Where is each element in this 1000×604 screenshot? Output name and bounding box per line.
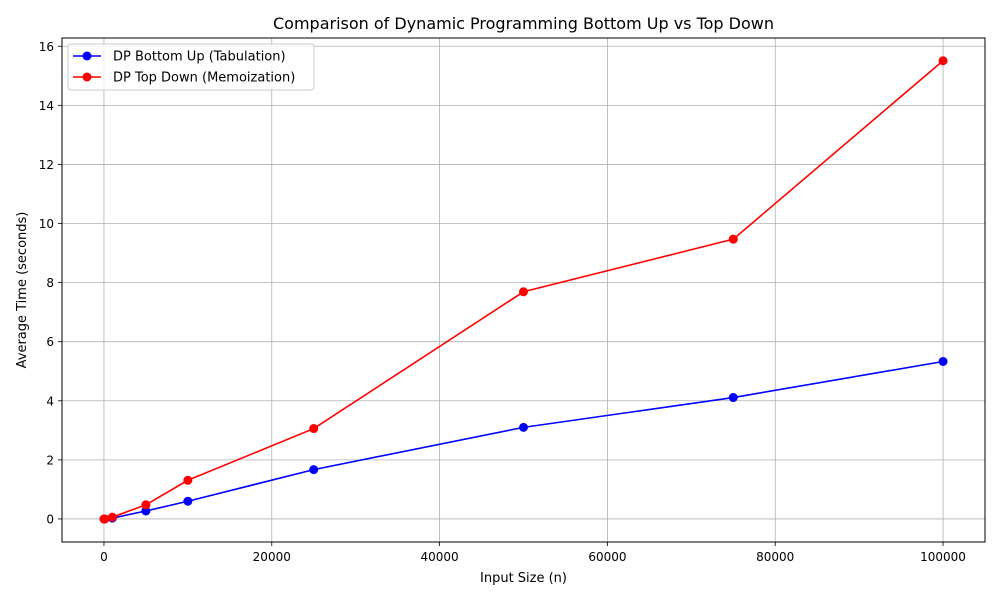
data-point xyxy=(141,506,151,516)
y-tick-label: 12 xyxy=(39,158,54,172)
y-tick-label: 8 xyxy=(46,276,54,290)
data-point xyxy=(938,56,948,66)
data-point xyxy=(938,356,948,366)
data-point xyxy=(183,475,193,485)
legend-box xyxy=(67,43,315,91)
legend-entry-top-down: DP Top Down (Memoization) xyxy=(73,71,295,86)
series-line xyxy=(104,360,944,520)
data-point xyxy=(100,514,110,524)
data-point xyxy=(728,234,738,244)
x-tick-label: 20000 xyxy=(253,550,291,564)
legend: DP Bottom Up (Tabulation) DP Top Down (M… xyxy=(67,43,315,91)
axis-ticks: 0 20000 40000 60000 80000 100000 0 2 4 6 8 10 12 14 16 xyxy=(39,40,966,564)
y-tick-label: 10 xyxy=(39,217,54,231)
y-tick-label: 4 xyxy=(46,394,54,408)
y-tick-label: 0 xyxy=(46,512,54,526)
grid-lines xyxy=(62,38,985,542)
y-tick-label: 6 xyxy=(46,335,54,349)
y-axis-label: Average Time (seconds) xyxy=(15,212,30,369)
data-point xyxy=(728,393,738,403)
series-0 xyxy=(99,356,948,524)
x-axis-label: Input Size (n) xyxy=(480,571,567,586)
legend-swatch-marker xyxy=(82,72,92,82)
x-tick-label: 40000 xyxy=(420,550,458,564)
data-point xyxy=(309,465,319,475)
y-tick-label: 16 xyxy=(39,40,54,54)
legend-label: DP Top Down (Memoization) xyxy=(113,71,295,86)
x-tick-label: 80000 xyxy=(756,550,794,564)
data-point xyxy=(309,424,319,434)
data-point xyxy=(519,422,528,432)
series-1 xyxy=(99,56,948,524)
x-tick-label: 100000 xyxy=(920,550,966,564)
y-tick-label: 2 xyxy=(46,453,54,467)
data-point xyxy=(107,512,117,522)
series-group xyxy=(99,56,948,524)
data-point xyxy=(141,500,151,510)
legend-swatch-marker xyxy=(82,51,92,61)
data-point xyxy=(519,287,528,297)
chart-title: Comparison of Dynamic Programming Bottom… xyxy=(273,14,774,33)
x-tick-label: 0 xyxy=(100,550,108,564)
legend-label: DP Bottom Up (Tabulation) xyxy=(113,50,286,65)
data-point xyxy=(183,496,193,506)
y-tick-label: 14 xyxy=(39,99,54,113)
legend-entry-bottom-up: DP Bottom Up (Tabulation) xyxy=(73,50,286,65)
plot-frame xyxy=(61,37,986,543)
x-tick-label: 60000 xyxy=(588,550,626,564)
